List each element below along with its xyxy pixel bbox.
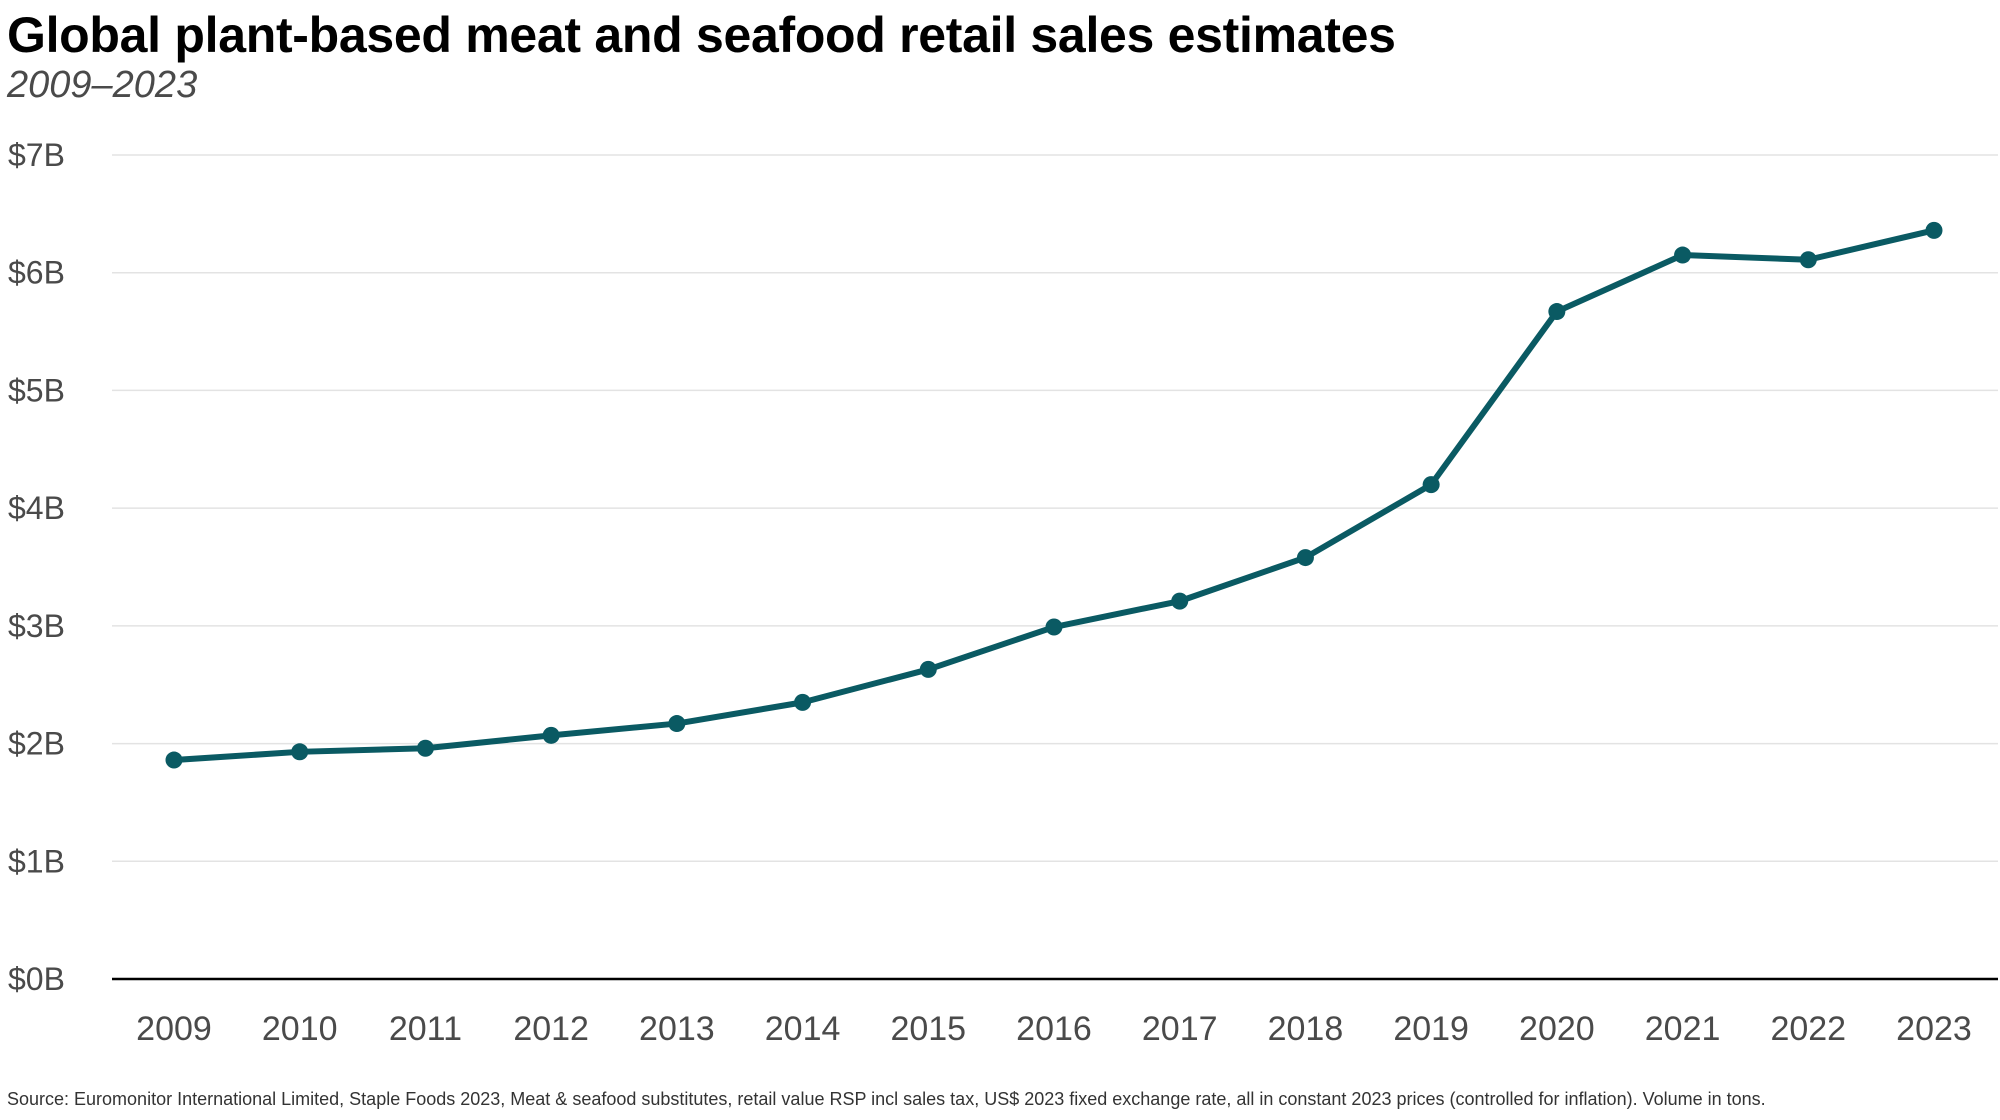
x-tick-label: 2019 (1393, 1010, 1469, 1048)
data-point (1422, 476, 1440, 494)
y-tick-label: $7B (8, 137, 65, 173)
data-point (1171, 592, 1189, 610)
data-point (542, 726, 560, 744)
data-point (1925, 221, 1943, 239)
x-tick-label: 2021 (1645, 1010, 1721, 1048)
y-tick-label: $5B (8, 372, 65, 408)
data-point (165, 751, 183, 769)
data-point (1799, 251, 1817, 269)
x-tick-label: 2009 (136, 1010, 212, 1048)
x-axis-ticks: 2009 2010 2011 2012 2013 2014 2015 2016 2017 2018… (136, 1010, 1972, 1048)
x-tick-label: 2014 (765, 1010, 841, 1048)
data-point (416, 739, 434, 757)
x-tick-label: 2023 (1896, 1010, 1972, 1048)
chart-title: Global plant-based meat and seafood reta… (7, 7, 1396, 63)
y-tick-label: $3B (8, 608, 65, 644)
gridlines (112, 154, 1998, 863)
y-tick-label: $2B (8, 726, 65, 762)
x-tick-label: 2012 (513, 1010, 589, 1048)
data-point (291, 743, 309, 761)
x-tick-label: 2013 (639, 1010, 715, 1048)
y-tick-label: $4B (8, 490, 65, 526)
x-tick-label: 2011 (389, 1010, 462, 1048)
x-tick-label: 2017 (1142, 1010, 1218, 1048)
y-tick-label: $6B (8, 255, 65, 291)
data-point (668, 715, 686, 733)
data-point (1674, 246, 1692, 264)
data-point (794, 693, 812, 711)
data-point (1045, 618, 1063, 636)
series-layer (165, 221, 1943, 769)
x-tick-label: 2018 (1268, 1010, 1344, 1048)
x-tick-label: 2022 (1770, 1010, 1846, 1048)
x-tick-label: 2015 (890, 1010, 966, 1048)
chart-subtitle: 2009–2023 (7, 64, 198, 106)
y-tick-label: $1B (8, 843, 65, 879)
data-point (1548, 303, 1566, 321)
y-tick-label: $0B (8, 961, 65, 997)
data-point (919, 660, 937, 678)
series-line (171, 227, 1937, 764)
x-tick-label: 2020 (1519, 1010, 1595, 1048)
source-note: Source: Euromonitor International Limite… (7, 1089, 1766, 1109)
x-tick-label: 2010 (262, 1010, 338, 1048)
data-point (1296, 549, 1314, 567)
x-tick-label: 2016 (1016, 1010, 1092, 1048)
y-axis-ticks: $0B $1B $2B $3B $4B $5B $6B $7B (8, 137, 65, 997)
